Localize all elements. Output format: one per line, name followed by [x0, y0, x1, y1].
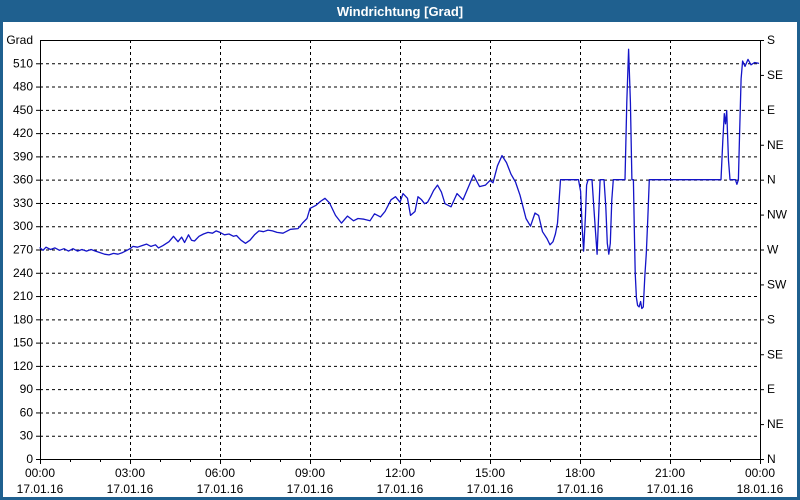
svg-text:420: 420 — [13, 126, 33, 140]
svg-text:17.01.16: 17.01.16 — [647, 482, 694, 496]
svg-text:390: 390 — [13, 149, 33, 163]
svg-text:450: 450 — [13, 103, 33, 117]
svg-text:17.01.16: 17.01.16 — [377, 482, 424, 496]
svg-text:17.01.16: 17.01.16 — [467, 482, 514, 496]
svg-text:S: S — [767, 33, 775, 47]
svg-text:17.01.16: 17.01.16 — [107, 482, 154, 496]
svg-text:12:00: 12:00 — [385, 466, 415, 480]
window-title: Windrichtung [Grad] — [336, 3, 464, 19]
svg-text:270: 270 — [13, 243, 33, 257]
svg-text:60: 60 — [20, 405, 34, 419]
svg-text:240: 240 — [13, 266, 33, 280]
svg-text:150: 150 — [13, 336, 33, 350]
svg-text:NE: NE — [767, 138, 784, 152]
svg-text:180: 180 — [13, 312, 33, 326]
svg-text:NE: NE — [767, 417, 784, 431]
y-axis-unit-label: Grad — [6, 33, 33, 47]
svg-text:300: 300 — [13, 219, 33, 233]
svg-text:18.01.16: 18.01.16 — [737, 482, 784, 496]
svg-text:15:00: 15:00 — [475, 466, 505, 480]
svg-text:S: S — [767, 312, 775, 326]
titlebar: Windrichtung [Grad] — [0, 0, 800, 22]
y-axis-left: 0 30 60 90 120 150 180 210 240 270 300 330 360 390 420… — [6, 33, 40, 466]
wind-direction-chart: 0 30 60 90 120 150 180 210 240 270 300 330 360 390 420… — [6, 33, 788, 496]
svg-text:17.01.16: 17.01.16 — [287, 482, 334, 496]
svg-text:0: 0 — [26, 452, 33, 466]
svg-text:17.01.16: 17.01.16 — [557, 482, 604, 496]
svg-text:17.01.16: 17.01.16 — [197, 482, 244, 496]
svg-text:18:00: 18:00 — [565, 466, 595, 480]
series-line-windrichtung — [39, 48, 760, 310]
svg-text:480: 480 — [13, 80, 33, 94]
svg-text:W: W — [767, 243, 779, 257]
svg-text:21:00: 21:00 — [655, 466, 685, 480]
svg-text:E: E — [767, 103, 775, 117]
svg-text:E: E — [767, 382, 775, 396]
svg-text:03:00: 03:00 — [115, 466, 145, 480]
svg-text:SW: SW — [767, 277, 787, 291]
svg-text:SE: SE — [767, 347, 783, 361]
svg-text:120: 120 — [13, 359, 33, 373]
x-axis: 00:00 17.01.16 03:00 17.01.16 06:00 17.01.16 0… — [17, 459, 784, 496]
svg-text:NW: NW — [767, 208, 788, 222]
svg-text:360: 360 — [13, 173, 33, 187]
svg-text:06:00: 06:00 — [205, 466, 235, 480]
svg-text:N: N — [767, 452, 776, 466]
svg-text:00:00: 00:00 — [25, 466, 55, 480]
svg-text:SE: SE — [767, 68, 783, 82]
svg-text:30: 30 — [20, 429, 34, 443]
svg-text:N: N — [767, 173, 776, 187]
svg-text:17.01.16: 17.01.16 — [17, 482, 64, 496]
svg-text:90: 90 — [20, 382, 34, 396]
y-axis-right-compass: S SE E NE N NW W SW S SE E NE N — [760, 33, 788, 466]
svg-text:330: 330 — [13, 196, 33, 210]
gridlines — [40, 40, 760, 459]
svg-text:09:00: 09:00 — [295, 466, 325, 480]
svg-text:510: 510 — [13, 56, 33, 70]
chart-container: 0 30 60 90 120 150 180 210 240 270 300 330 360 390 420… — [3, 22, 797, 497]
svg-text:00:00: 00:00 — [745, 466, 775, 480]
svg-text:210: 210 — [13, 289, 33, 303]
